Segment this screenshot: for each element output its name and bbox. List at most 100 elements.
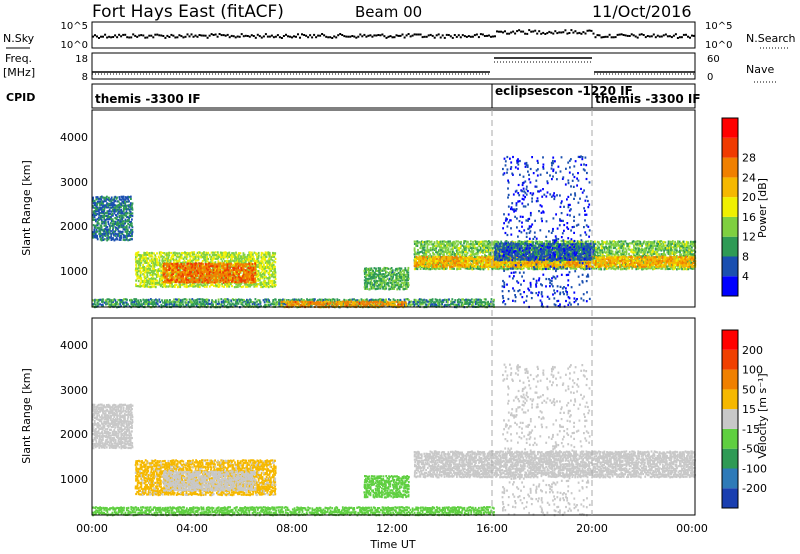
- scatter-cell: [192, 268, 195, 272]
- scatter-cell: [115, 204, 118, 207]
- scatter-cell: [240, 269, 243, 272]
- scatter-cell: [255, 279, 258, 282]
- scatter-cell: [363, 303, 365, 306]
- scatter-cell: [105, 230, 107, 233]
- noise-point: [427, 34, 430, 37]
- scatter-cell: [422, 246, 425, 249]
- scatter-cell: [106, 239, 109, 242]
- noise-point: [492, 35, 494, 38]
- scatter-cell: [444, 267, 447, 270]
- scatter-cell: [461, 249, 464, 252]
- noise-point: [562, 31, 565, 34]
- scatter-cell: [248, 278, 251, 281]
- scatter-cell: [265, 265, 268, 268]
- scatter-cell: [360, 305, 363, 308]
- scatter-cell: [235, 279, 237, 282]
- scatter-cell: [199, 262, 201, 265]
- scatter-cell: [218, 255, 221, 258]
- scatter-cell: [230, 305, 233, 308]
- scatter-cell: [184, 281, 187, 284]
- scatter-cell: [260, 257, 263, 260]
- noise-point: [425, 35, 428, 38]
- scatter-cell: [463, 242, 465, 245]
- scatter-cell: [436, 242, 439, 245]
- scatter-cell: [144, 271, 147, 274]
- scatter-cell: [100, 195, 103, 198]
- scatter-cell: [99, 202, 101, 205]
- scatter-cell: [259, 302, 262, 305]
- scatter-cell: [250, 284, 253, 287]
- scatter-cell: [168, 251, 171, 254]
- scatter-cell: [234, 298, 237, 301]
- scatter-cell: [96, 196, 99, 199]
- scatter-cell: [165, 285, 168, 288]
- scatter-cell: [128, 305, 131, 308]
- scatter-cell: [445, 298, 448, 302]
- noise-point: [178, 34, 181, 37]
- scatter-cell: [99, 196, 102, 199]
- scatter-cell: [164, 275, 167, 278]
- scatter-cell: [268, 253, 271, 257]
- scatter-cell: [232, 273, 235, 276]
- scatter-cell: [114, 195, 117, 199]
- scatter-cell: [206, 271, 208, 274]
- scatter-cell: [228, 255, 231, 259]
- scatter-cell: [260, 251, 263, 255]
- scatter-cell: [388, 301, 391, 304]
- scatter-cell: [143, 267, 146, 271]
- scatter-cell: [440, 267, 443, 270]
- scatter-cell: [286, 303, 289, 306]
- scatter-cell: [108, 196, 110, 199]
- scatter-cell: [399, 301, 402, 304]
- scatter-cell: [209, 264, 212, 268]
- scatter-cell: [385, 300, 388, 303]
- scatter-cell: [475, 256, 478, 260]
- noise-point: [608, 33, 611, 36]
- scatter-cell: [253, 285, 256, 288]
- scatter-cell: [447, 242, 450, 245]
- scatter-cell: [221, 270, 224, 273]
- scatter-cell: [489, 244, 492, 247]
- scatter-cell: [405, 279, 408, 282]
- scatter-cell: [396, 267, 399, 271]
- scatter-cell: [366, 273, 369, 277]
- scatter-cell: [257, 251, 260, 255]
- noise-point: [471, 35, 474, 38]
- scatter-cell: [120, 305, 123, 308]
- scatter-cell: [244, 302, 247, 306]
- scatter-cell: [151, 255, 154, 258]
- scatter-cell: [376, 282, 379, 285]
- scatter-cell: [433, 301, 435, 304]
- scatter-cell: [266, 277, 269, 280]
- noise-panel-frame: [91, 21, 696, 49]
- noise-point: [459, 36, 462, 39]
- scatter-cell: [121, 301, 124, 304]
- scatter-cell: [185, 280, 188, 283]
- scatter-cell: [223, 278, 226, 281]
- scatter-cell: [209, 263, 212, 266]
- scatter-cell: [431, 304, 434, 308]
- noise-point: [435, 34, 438, 37]
- scatter-cell: [402, 303, 405, 306]
- scatter-cell: [150, 274, 152, 277]
- scatter-cell: [457, 253, 460, 256]
- scatter-cell: [147, 281, 150, 284]
- scatter-cell: [260, 260, 263, 263]
- scatter-cell: [383, 273, 386, 276]
- scatter-cell: [105, 226, 108, 229]
- noise-point: [419, 33, 422, 36]
- scatter-cell: [175, 273, 178, 276]
- scatter-cell: [258, 261, 260, 264]
- scatter-cell: [147, 301, 149, 304]
- scatter-cell: [394, 284, 397, 287]
- scatter-cell: [197, 257, 200, 260]
- scatter-cell: [162, 283, 165, 286]
- scatter-cell: [308, 304, 311, 308]
- scatter-cell: [280, 304, 283, 308]
- scatter-cell: [433, 302, 436, 305]
- scatter-cell: [268, 255, 271, 258]
- scatter-cell: [118, 226, 121, 229]
- scatter-cell: [212, 304, 214, 308]
- scatter-cell: [357, 301, 360, 304]
- scatter-cell: [256, 255, 258, 258]
